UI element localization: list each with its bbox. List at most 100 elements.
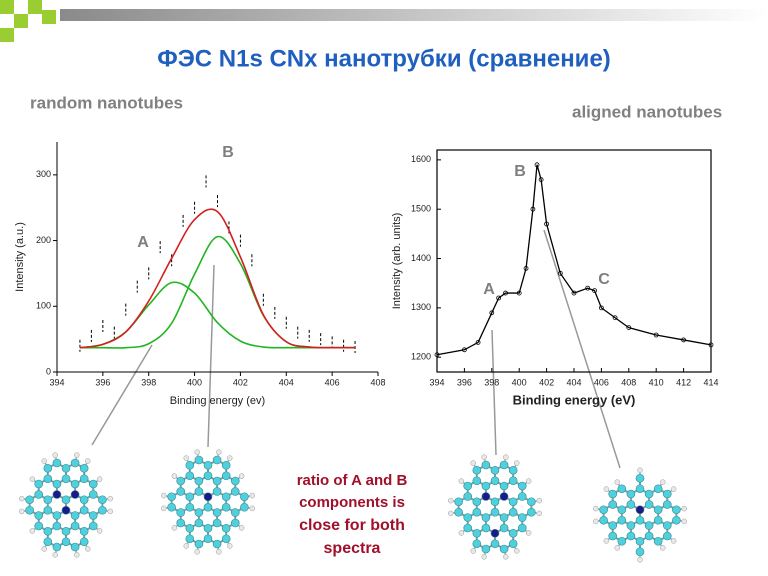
carbon	[52, 511, 62, 520]
data-point	[503, 290, 508, 296]
hydrogen	[513, 548, 520, 554]
y-tick-label: 100	[36, 301, 51, 311]
carbon	[194, 508, 204, 517]
hydrogen	[29, 476, 36, 482]
carbon	[212, 508, 222, 517]
data-point	[612, 315, 618, 321]
carbon	[185, 460, 195, 470]
hydrogen	[458, 478, 465, 484]
data-point	[599, 305, 604, 311]
carbon	[203, 460, 213, 470]
carbon	[203, 471, 213, 481]
carbon	[194, 518, 204, 528]
carbon	[617, 505, 627, 515]
carbon	[70, 479, 80, 489]
carbon	[672, 515, 681, 525]
carbon	[194, 539, 204, 549]
x-tick-label: 394	[429, 377, 444, 387]
nitrogen	[499, 492, 509, 501]
hydrogen	[41, 546, 48, 552]
caption: random nanotubes	[30, 93, 183, 112]
data-point	[530, 206, 536, 212]
carbon	[176, 518, 186, 528]
carbon	[61, 526, 71, 536]
carbon	[608, 489, 618, 499]
carbon	[221, 492, 231, 502]
hydrogen	[614, 545, 621, 551]
x-tick-label: 400	[187, 377, 202, 387]
carbon	[481, 513, 491, 522]
data-point	[523, 265, 529, 271]
hydrogen	[238, 473, 245, 479]
carbon	[43, 526, 53, 536]
hydrogen	[659, 545, 666, 551]
carbon	[662, 500, 672, 509]
carbon	[43, 474, 53, 484]
carbon	[490, 507, 500, 517]
annotation: A	[483, 281, 495, 298]
x-tick-label: 408	[370, 377, 385, 387]
hydrogen	[481, 554, 487, 560]
carbon	[88, 479, 98, 489]
caption: aligned nanotubes	[572, 102, 722, 121]
hydrogen	[194, 449, 200, 455]
hydrogen	[536, 510, 543, 517]
carbon	[194, 455, 204, 465]
hydrogen	[659, 479, 666, 485]
carbon	[185, 471, 195, 481]
carbon	[635, 515, 645, 525]
carbon	[472, 476, 482, 486]
carbon	[98, 505, 107, 515]
x-tick-label: 414	[703, 377, 718, 387]
carbon	[463, 523, 473, 533]
carbon	[644, 489, 654, 499]
note-line: close for both	[299, 517, 405, 534]
hydrogen	[447, 497, 454, 504]
data-point	[461, 347, 467, 353]
carbon	[43, 505, 53, 515]
carbon	[626, 531, 636, 541]
carbon	[185, 502, 195, 512]
carbon	[662, 531, 672, 541]
carbon	[490, 539, 500, 549]
hydrogen	[447, 510, 454, 517]
carbon	[43, 463, 53, 473]
carbon	[34, 511, 44, 520]
carbon	[221, 460, 231, 470]
data-point	[585, 285, 591, 291]
x-tick-label: 412	[676, 377, 691, 387]
hydrogen	[614, 479, 621, 485]
note: ratio of A and B components is close for…	[297, 472, 408, 557]
hydrogen	[74, 452, 80, 458]
hydrogen	[470, 460, 477, 466]
y-axis-label: Intensity (a.u.)	[14, 222, 26, 292]
carbon	[626, 500, 636, 509]
carbon	[499, 481, 509, 491]
carbon	[608, 521, 618, 530]
carbon	[508, 497, 518, 507]
carbon	[472, 497, 482, 507]
y-tick-label: 1500	[411, 204, 431, 214]
hydrogen	[592, 505, 599, 512]
y-tick-label: 300	[36, 169, 51, 179]
x-tick-label: 404	[279, 377, 294, 387]
carbon	[98, 495, 107, 505]
x-tick-label: 406	[325, 377, 340, 387]
carbon	[490, 465, 500, 475]
data-point	[681, 337, 686, 343]
data-point	[538, 177, 544, 183]
hydrogen	[238, 525, 245, 531]
x-tick-label: 400	[512, 377, 527, 387]
carbon	[527, 507, 536, 517]
hydrogen	[216, 549, 222, 555]
annotation: B	[222, 144, 234, 161]
carbon	[212, 455, 222, 465]
carbon	[230, 518, 240, 528]
hydrogen	[183, 543, 190, 549]
carbon	[517, 492, 527, 501]
x-tick-label: 402	[539, 377, 554, 387]
data-point	[534, 162, 540, 168]
carbon	[617, 536, 627, 546]
carbon	[221, 502, 231, 512]
x-tick-label: 408	[621, 377, 636, 387]
